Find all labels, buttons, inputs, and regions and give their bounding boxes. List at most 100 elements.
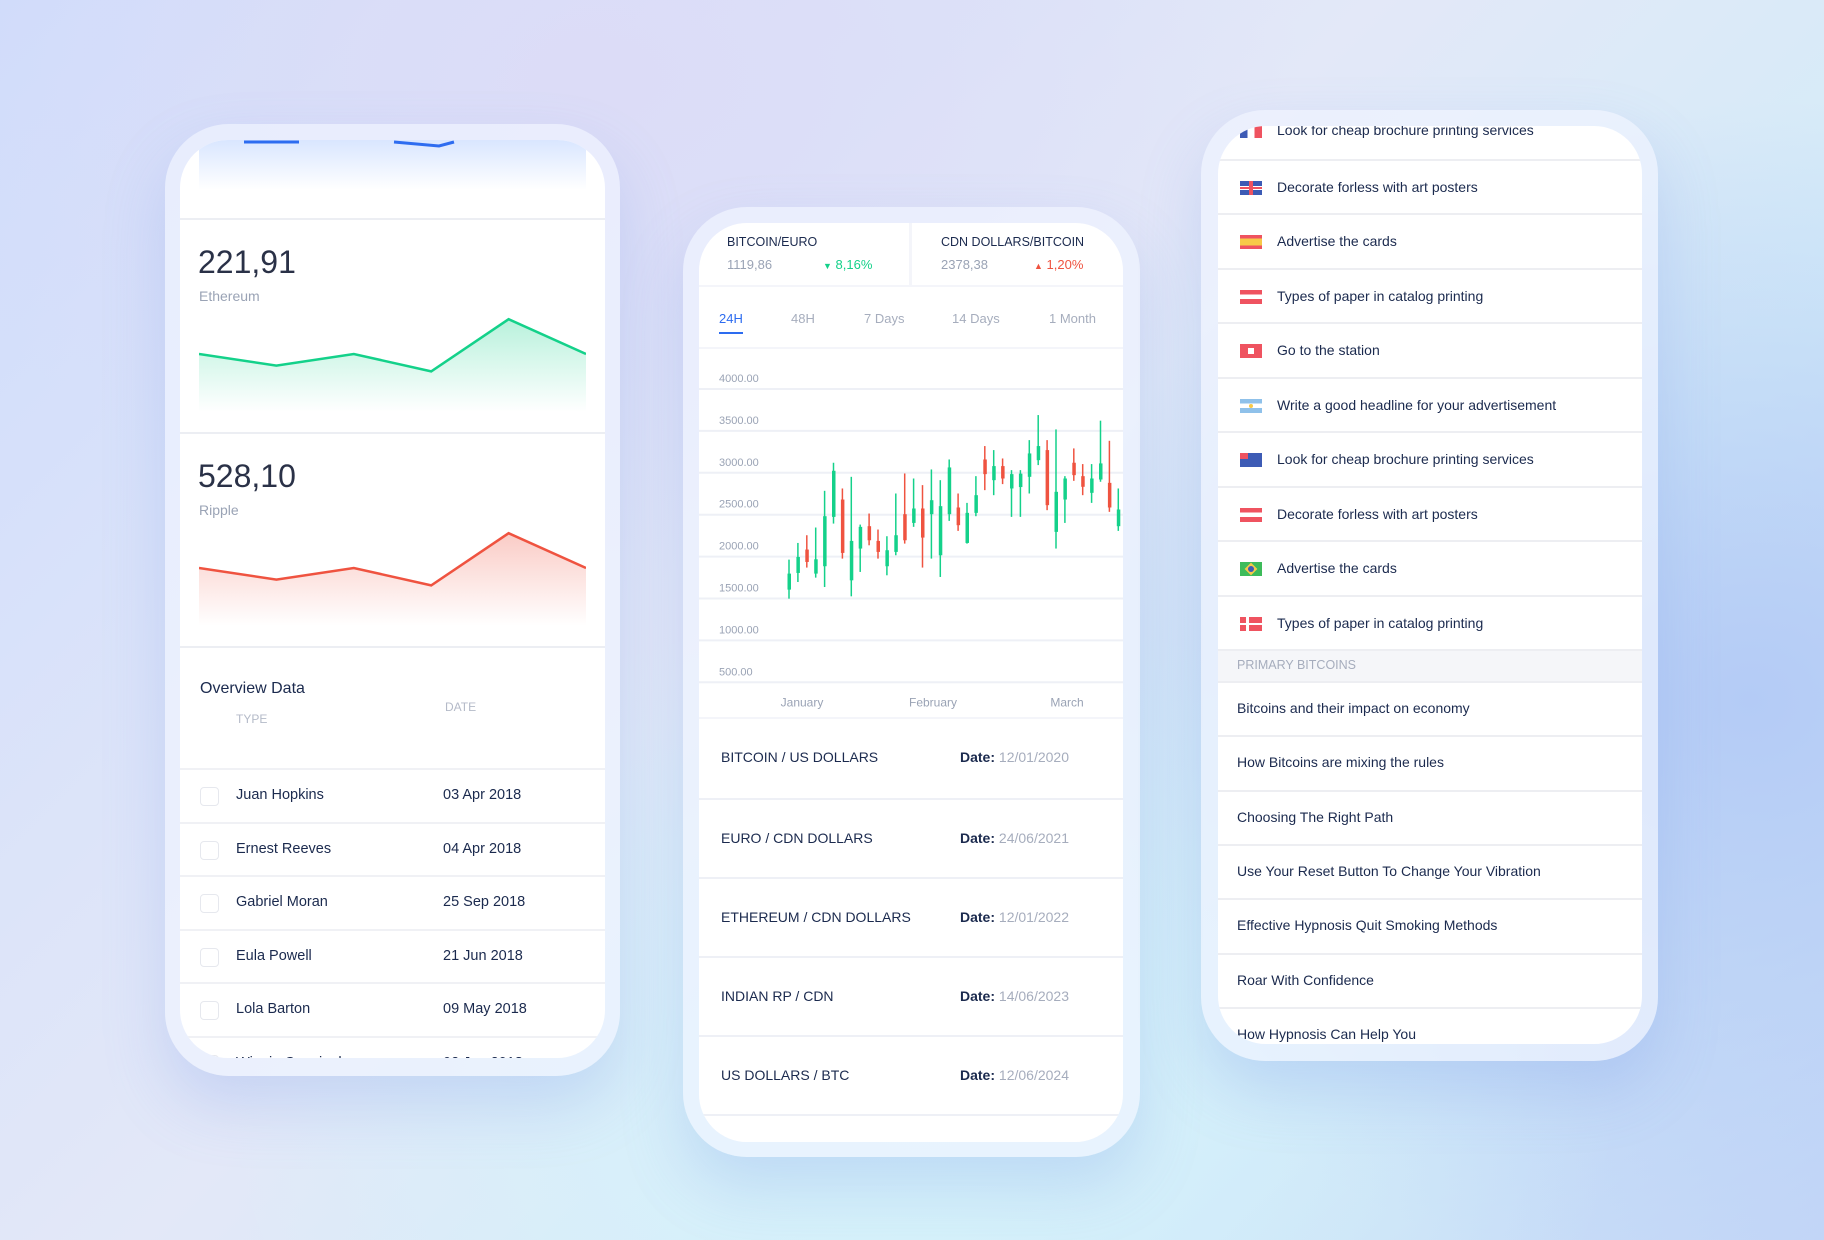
table-row[interactable]: Winnie Cunningham 02 Jun 2018 <box>180 1035 605 1059</box>
date-value: 12/06/2024 <box>998 1067 1069 1083</box>
candle-body <box>947 467 952 515</box>
price-card-ethereum[interactable]: 221,91 Ethereum <box>180 220 605 434</box>
row-date: 02 Jun 2018 <box>443 1055 523 1059</box>
row-name: Gabriel Moran <box>236 894 328 910</box>
sparkline-area <box>199 533 586 626</box>
currency-pair-row[interactable]: ETHEREUM / CDN DOLLARS Date: 12/01/2022 <box>699 877 1123 956</box>
candle-body <box>885 550 889 567</box>
article-item[interactable]: Roar With Confidence <box>1218 952 1642 1008</box>
candle-body <box>1001 466 1005 479</box>
austria-flag-icon <box>1240 507 1262 522</box>
tab-14-days[interactable]: 14 Days <box>952 311 1000 326</box>
candle-body <box>1116 509 1121 527</box>
article-item[interactable]: How Hypnosis Can Help You <box>1218 1006 1642 1044</box>
candle <box>1063 476 1067 523</box>
candle-body <box>921 508 925 538</box>
candle <box>992 450 996 496</box>
article-title: Effective Hypnosis Quit Smoking Methods <box>1237 917 1498 934</box>
austria-flag-icon <box>1240 289 1262 304</box>
sparkline <box>199 531 586 626</box>
tab-7-days[interactable]: 7 Days <box>864 311 905 326</box>
article-item[interactable]: Use Your Reset Button To Change Your Vib… <box>1218 843 1642 899</box>
row-checkbox[interactable] <box>200 1001 219 1020</box>
list-item[interactable]: Write a good headline for your advertise… <box>1218 376 1642 432</box>
candle-body <box>1018 473 1023 488</box>
candle-body <box>1045 450 1050 506</box>
row-date: 04 Apr 2018 <box>443 840 522 857</box>
list-item[interactable]: Types of paper in catalog printing <box>1218 267 1642 323</box>
pair-date: Date: 14/06/2023 <box>960 988 1069 1004</box>
date-label: Date: <box>960 1067 996 1083</box>
article-title: Choosing The Right Path <box>1237 808 1394 825</box>
article-title: Roar With Confidence <box>1237 971 1374 988</box>
row-date: 25 Sep 2018 <box>443 894 526 910</box>
y-tick-label: 2000.00 <box>719 541 759 553</box>
list-item[interactable]: Types of paper in catalog printing <box>1218 594 1642 650</box>
row-checkbox[interactable] <box>200 894 219 913</box>
currency-pair-row[interactable]: EURO / CDN DOLLARS Date: 24/06/2021 <box>699 798 1123 877</box>
list-item[interactable]: Decorate forless with art posters <box>1218 485 1642 541</box>
ticker-change: ▼ 8,16% <box>823 257 872 272</box>
currency-pair-row[interactable]: BITCOIN / US DOLLARS Date: 12/01/2020 <box>699 719 1123 798</box>
table-row[interactable]: Gabriel Moran 25 Sep 2018 <box>180 875 605 928</box>
row-checkbox[interactable] <box>200 1054 219 1058</box>
candle-body <box>992 466 996 481</box>
candle <box>885 536 889 576</box>
candle-body <box>956 507 961 526</box>
coin-label: Ripple <box>199 502 239 518</box>
article-item[interactable]: How Bitcoins are mixing the rules <box>1218 735 1642 790</box>
candle <box>1027 440 1032 494</box>
list-item[interactable]: Advertise the cards <box>1218 540 1642 595</box>
table-row[interactable]: Eula Powell 21 Jun 2018 <box>180 928 605 982</box>
list-item[interactable]: Advertise the cards <box>1218 213 1642 268</box>
tab-24h[interactable]: 24H <box>719 311 743 334</box>
tab-1-month[interactable]: 1 Month <box>1049 311 1096 326</box>
ticker-pair: BITCOIN/EURO <box>727 235 818 249</box>
price-card-ripple[interactable]: 528,10 Ripple <box>180 434 605 646</box>
list-item[interactable]: Look for cheap brochure printing service… <box>1218 126 1642 159</box>
currency-pair-row[interactable]: INDIAN RP / CDN Date: 14/06/2023 <box>699 956 1123 1035</box>
candle-body <box>1036 446 1041 461</box>
row-name: Lola Barton <box>236 1001 311 1017</box>
candle <box>1010 470 1014 517</box>
article-title: Bitcoins and their impact on economy <box>1237 700 1470 716</box>
article-item[interactable]: Effective Hypnosis Quit Smoking Methods <box>1218 898 1642 953</box>
row-checkbox[interactable] <box>200 947 219 967</box>
row-checkbox[interactable] <box>200 787 219 806</box>
top-chart-partial <box>199 140 586 190</box>
article-item[interactable]: Bitcoins and their impact on economy <box>1218 681 1642 736</box>
sparkline-line <box>199 317 586 373</box>
left-phone-screen: 221,91 Ethereum 528,10 Ripple Overview Data… <box>180 140 605 1058</box>
y-tick-label: 1000.00 <box>719 624 759 636</box>
candle-body <box>983 459 987 475</box>
pair-name: ETHEREUM / CDN DOLLARS <box>721 909 911 925</box>
ticker-cdn-bitcoin[interactable]: CDN DOLLARS/BITCOIN 2378,38 ▲ 1,20% <box>912 223 1123 285</box>
row-name: Ernest Reeves <box>236 840 332 857</box>
column-header-type[interactable]: TYPE <box>236 712 268 726</box>
article-item[interactable]: Choosing The Right Path <box>1218 789 1642 845</box>
sparkline <box>199 317 586 412</box>
candle <box>1107 440 1112 512</box>
ticker-bitcoin-euro[interactable]: BITCOIN/EURO 1119,86 ▼ 8,16% <box>699 223 909 285</box>
table-row[interactable]: Lola Barton 09 May 2018 <box>180 982 605 1035</box>
table-row[interactable]: Juan Hopkins 03 Apr 2018 <box>180 768 605 821</box>
tab-48h[interactable]: 48H <box>791 311 815 326</box>
row-checkbox[interactable] <box>200 840 219 860</box>
candle <box>796 542 800 582</box>
list-item[interactable]: Look for cheap brochure printing service… <box>1218 431 1642 486</box>
candle <box>974 476 978 517</box>
candle <box>947 459 952 521</box>
candle-body <box>929 500 934 515</box>
table-row[interactable]: Ernest Reeves 04 Apr 2018 <box>180 821 605 875</box>
row-name: Eula Powell <box>236 947 312 964</box>
list-item[interactable]: Go to the station <box>1218 322 1642 377</box>
column-header-date[interactable]: DATE <box>445 700 477 714</box>
candle-body <box>903 514 907 541</box>
candle-body <box>1010 474 1014 489</box>
candle-body <box>823 516 827 567</box>
candle-body <box>1063 478 1067 500</box>
currency-pair-row[interactable]: US DOLLARS / BTC Date: 12/06/2024 <box>699 1035 1123 1114</box>
price-value: 221,91 <box>198 244 296 280</box>
row-date: 09 May 2018 <box>443 1001 527 1017</box>
list-item[interactable]: Decorate forless with art posters <box>1218 158 1642 214</box>
